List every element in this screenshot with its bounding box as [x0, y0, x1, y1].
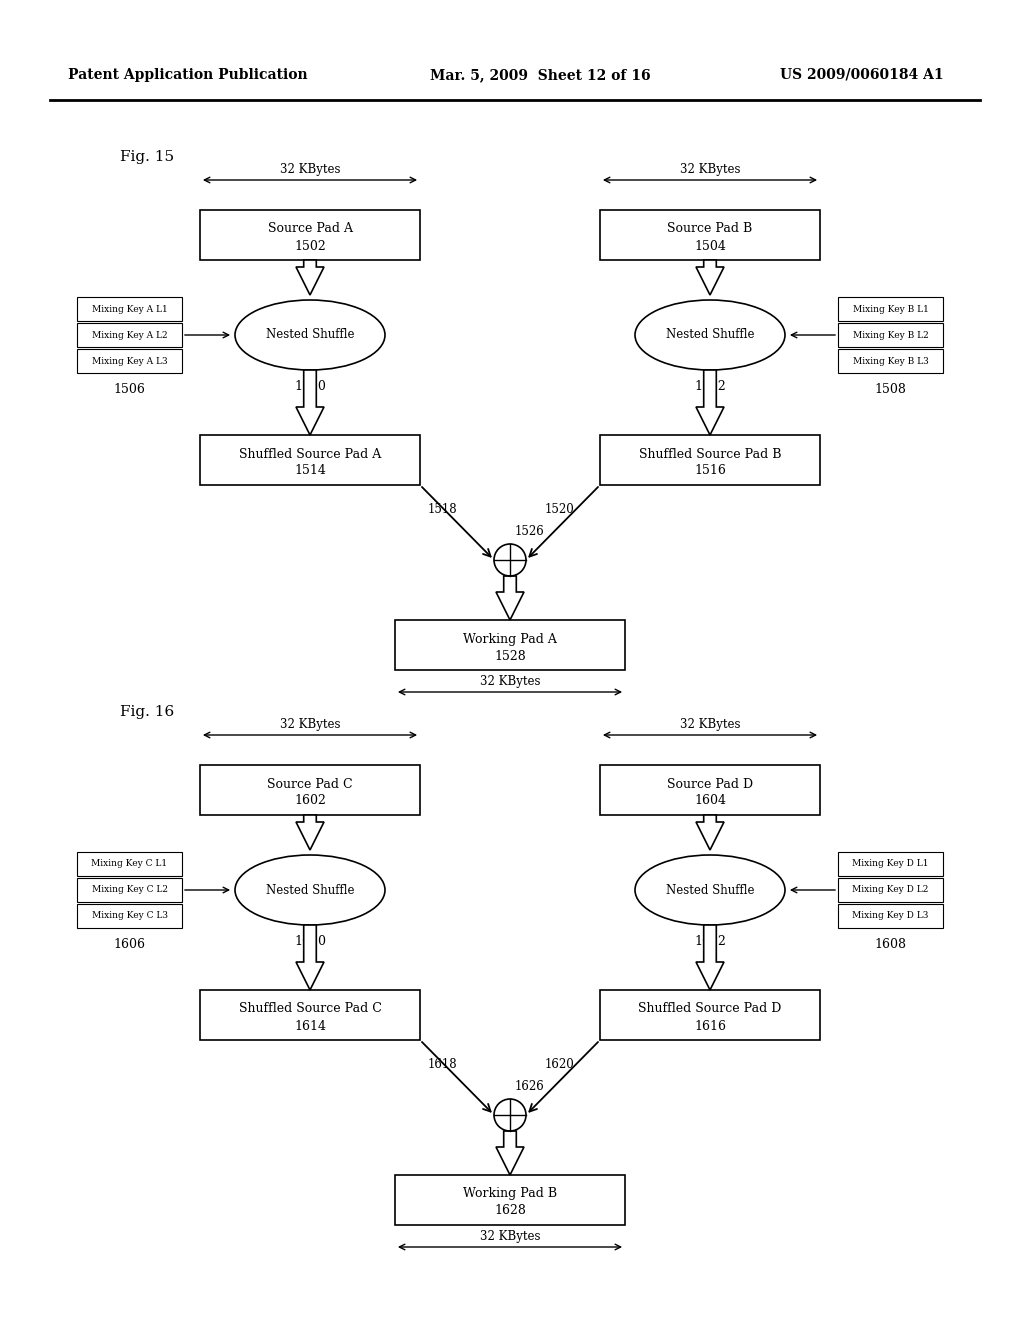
FancyArrow shape: [296, 370, 324, 436]
Ellipse shape: [234, 300, 385, 370]
Text: 32 KBytes: 32 KBytes: [680, 162, 740, 176]
FancyBboxPatch shape: [838, 323, 943, 347]
Text: Mixing Key A L1: Mixing Key A L1: [91, 305, 167, 314]
FancyBboxPatch shape: [838, 348, 943, 374]
Text: 32 KBytes: 32 KBytes: [280, 162, 340, 176]
Text: Mixing Key D L3: Mixing Key D L3: [852, 912, 929, 920]
Text: 1608: 1608: [874, 939, 906, 950]
Text: Working Pad B: Working Pad B: [463, 1188, 557, 1200]
Text: 32 KBytes: 32 KBytes: [480, 1230, 541, 1243]
FancyBboxPatch shape: [200, 990, 420, 1040]
Text: Mar. 5, 2009  Sheet 12 of 16: Mar. 5, 2009 Sheet 12 of 16: [430, 69, 650, 82]
Text: 1620: 1620: [545, 1059, 574, 1071]
FancyArrow shape: [696, 260, 724, 294]
Text: Source Pad B: Source Pad B: [668, 223, 753, 235]
Text: Mixing Key D L1: Mixing Key D L1: [852, 859, 929, 869]
Text: Nested Shuffle: Nested Shuffle: [666, 329, 755, 342]
Text: Mixing Key B L1: Mixing Key B L1: [853, 305, 929, 314]
Text: 1628: 1628: [494, 1204, 526, 1217]
FancyBboxPatch shape: [838, 851, 943, 876]
Text: Fig. 16: Fig. 16: [120, 705, 174, 719]
FancyArrow shape: [496, 1131, 524, 1175]
FancyBboxPatch shape: [77, 297, 182, 321]
FancyBboxPatch shape: [600, 766, 820, 814]
Text: Source Pad C: Source Pad C: [267, 777, 353, 791]
Text: Working Pad A: Working Pad A: [463, 632, 557, 645]
FancyBboxPatch shape: [77, 348, 182, 374]
Text: Fig. 15: Fig. 15: [120, 150, 174, 164]
Text: 1502: 1502: [294, 239, 326, 252]
Text: 1508: 1508: [874, 383, 906, 396]
Text: 1612: 1612: [694, 935, 726, 948]
FancyArrow shape: [296, 260, 324, 294]
Text: 1512: 1512: [694, 380, 726, 393]
Text: 1520: 1520: [545, 503, 574, 516]
Ellipse shape: [635, 300, 785, 370]
FancyBboxPatch shape: [838, 904, 943, 928]
FancyBboxPatch shape: [600, 436, 820, 484]
Text: Mixing Key C L1: Mixing Key C L1: [91, 859, 168, 869]
Text: US 2009/0060184 A1: US 2009/0060184 A1: [780, 69, 944, 82]
FancyBboxPatch shape: [77, 323, 182, 347]
Ellipse shape: [234, 855, 385, 925]
FancyArrow shape: [296, 814, 324, 850]
Text: Nested Shuffle: Nested Shuffle: [266, 883, 354, 896]
Text: 1510: 1510: [294, 380, 326, 393]
Text: 1514: 1514: [294, 465, 326, 478]
Text: 1610: 1610: [294, 935, 326, 948]
FancyBboxPatch shape: [77, 851, 182, 876]
Text: Source Pad D: Source Pad D: [667, 777, 753, 791]
Text: 32 KBytes: 32 KBytes: [680, 718, 740, 731]
Text: 1528: 1528: [495, 649, 526, 663]
Text: Shuffled Source Pad C: Shuffled Source Pad C: [239, 1002, 381, 1015]
FancyBboxPatch shape: [600, 210, 820, 260]
Text: 1606: 1606: [114, 939, 145, 950]
FancyArrow shape: [696, 814, 724, 850]
Text: Shuffled Source Pad B: Shuffled Source Pad B: [639, 447, 781, 461]
Text: 1618: 1618: [428, 1059, 458, 1071]
FancyBboxPatch shape: [200, 436, 420, 484]
FancyBboxPatch shape: [395, 620, 625, 671]
Text: Nested Shuffle: Nested Shuffle: [266, 329, 354, 342]
Ellipse shape: [635, 855, 785, 925]
FancyBboxPatch shape: [395, 1175, 625, 1225]
FancyArrow shape: [696, 925, 724, 990]
Text: Shuffled Source Pad D: Shuffled Source Pad D: [638, 1002, 781, 1015]
FancyArrow shape: [496, 576, 524, 620]
Text: Mixing Key A L2: Mixing Key A L2: [92, 330, 167, 339]
FancyBboxPatch shape: [200, 766, 420, 814]
Text: 1616: 1616: [694, 1019, 726, 1032]
Text: 32 KBytes: 32 KBytes: [480, 675, 541, 688]
Text: 32 KBytes: 32 KBytes: [280, 718, 340, 731]
Text: Patent Application Publication: Patent Application Publication: [68, 69, 307, 82]
Text: 1626: 1626: [515, 1080, 545, 1093]
Text: 1602: 1602: [294, 795, 326, 808]
Text: Mixing Key A L3: Mixing Key A L3: [92, 356, 167, 366]
Text: 1526: 1526: [515, 525, 545, 539]
Text: Mixing Key C L2: Mixing Key C L2: [91, 886, 168, 895]
Text: 1518: 1518: [428, 503, 458, 516]
FancyBboxPatch shape: [77, 878, 182, 902]
FancyBboxPatch shape: [838, 878, 943, 902]
Text: Mixing Key B L3: Mixing Key B L3: [853, 356, 929, 366]
Text: Mixing Key B L2: Mixing Key B L2: [853, 330, 929, 339]
Text: 1504: 1504: [694, 239, 726, 252]
FancyBboxPatch shape: [77, 904, 182, 928]
Text: 1506: 1506: [114, 383, 145, 396]
FancyBboxPatch shape: [200, 210, 420, 260]
Text: Shuffled Source Pad A: Shuffled Source Pad A: [239, 447, 381, 461]
Text: 1516: 1516: [694, 465, 726, 478]
FancyArrow shape: [296, 925, 324, 990]
Text: Source Pad A: Source Pad A: [267, 223, 352, 235]
Text: 1614: 1614: [294, 1019, 326, 1032]
FancyArrow shape: [696, 370, 724, 436]
Text: Mixing Key C L3: Mixing Key C L3: [91, 912, 168, 920]
FancyBboxPatch shape: [600, 990, 820, 1040]
FancyBboxPatch shape: [838, 297, 943, 321]
Text: Nested Shuffle: Nested Shuffle: [666, 883, 755, 896]
Text: Mixing Key D L2: Mixing Key D L2: [852, 886, 929, 895]
Text: 1604: 1604: [694, 795, 726, 808]
